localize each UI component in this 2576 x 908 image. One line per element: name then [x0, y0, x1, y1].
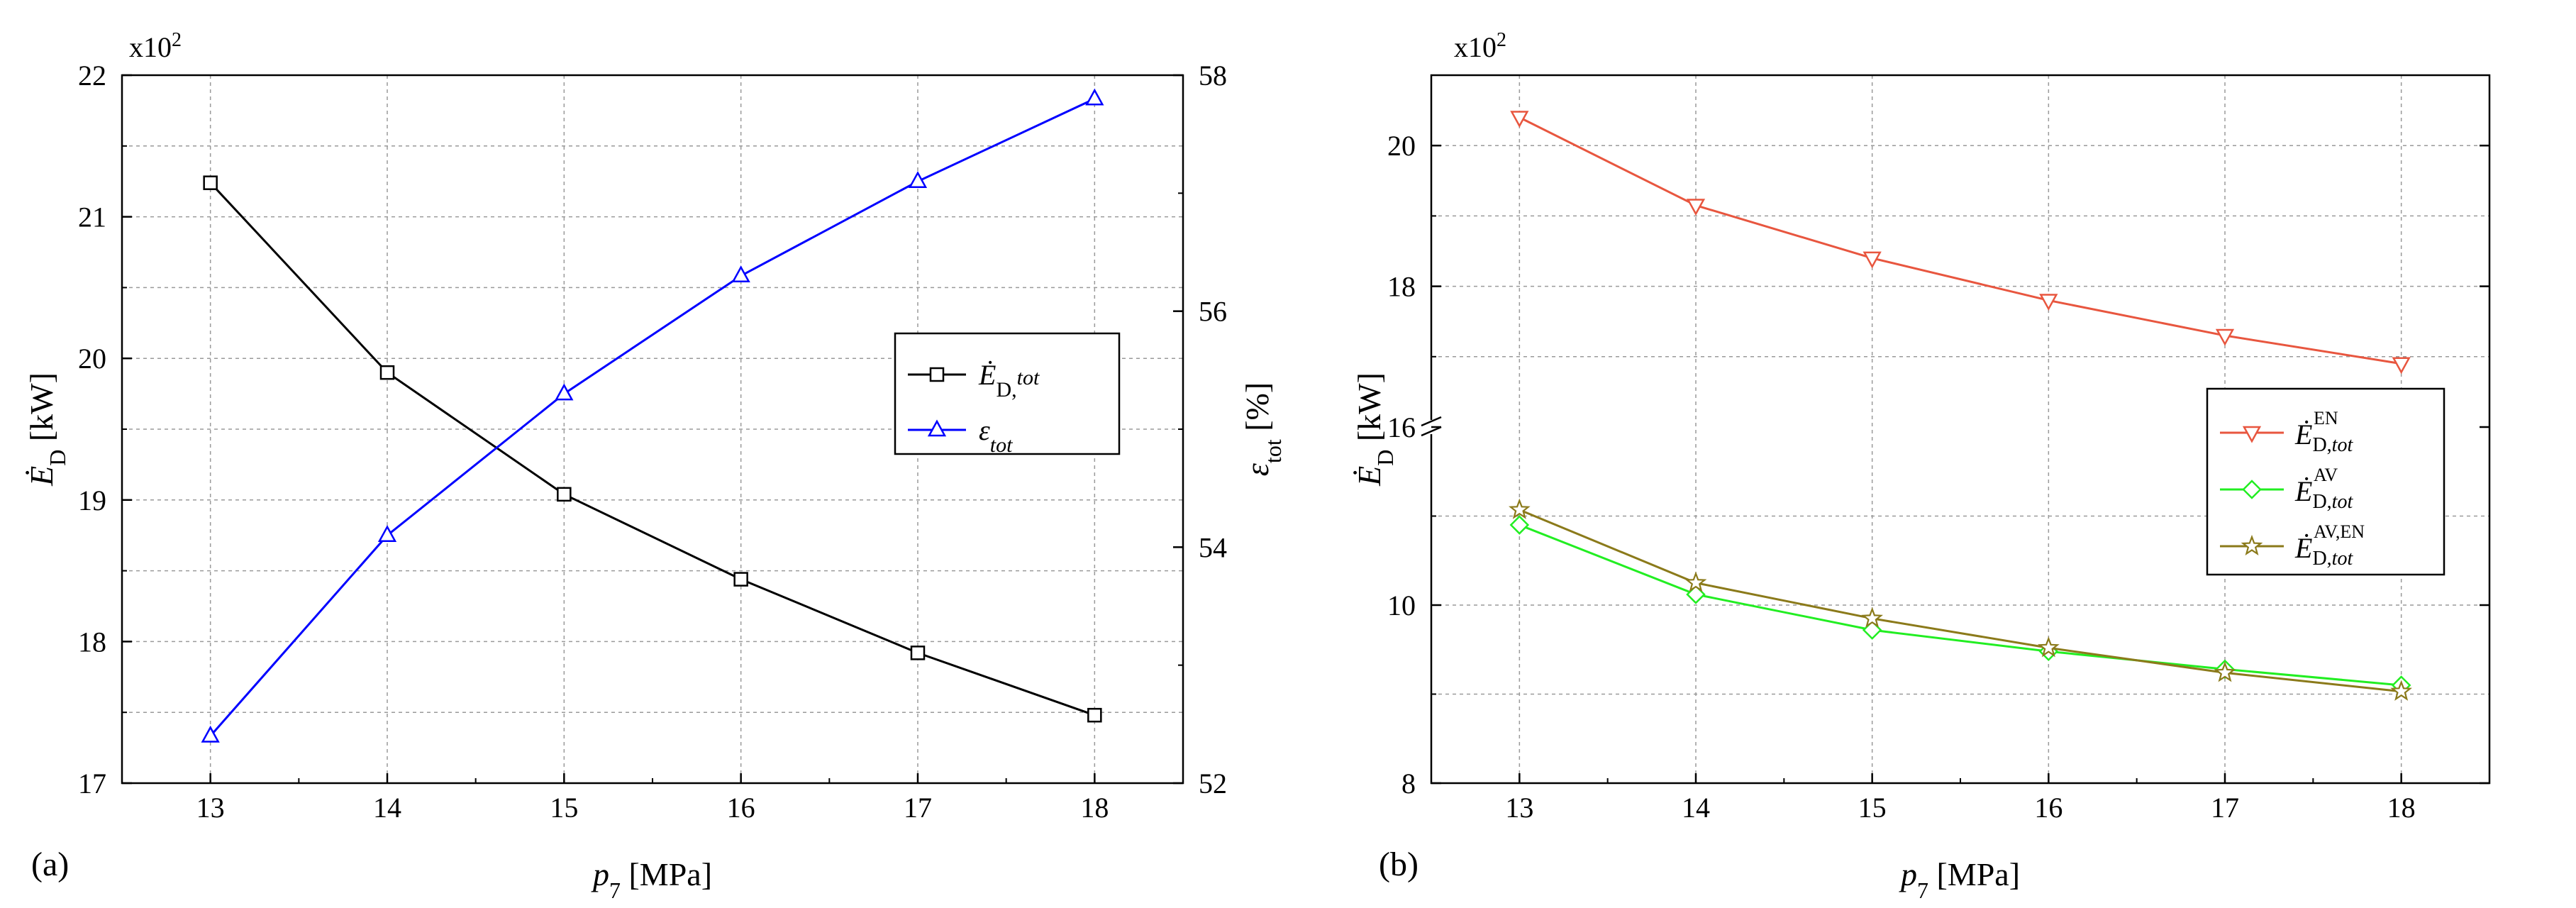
x-tick-label: 18 — [1080, 792, 1109, 824]
axis-break-mark — [1421, 426, 1442, 437]
legend-marker — [929, 367, 945, 382]
data-point-0-0 — [1510, 111, 1529, 128]
y-tick-label: 20 — [1387, 130, 1416, 162]
data-point-0-0 — [203, 175, 218, 190]
x-tick-label: 16 — [727, 792, 755, 824]
legend-label: ĖD,tot — [2294, 419, 2353, 456]
legend-marker — [927, 419, 947, 437]
y2-tick-label: 58 — [1199, 60, 1227, 92]
data-point-1-0 — [1509, 515, 1530, 535]
data-point-2-3 — [2038, 636, 2060, 658]
chart-a: 13 14 15 16 17 18 17 18 19 20 21 22 52 54 56 58 x102 p7 [… — [23, 29, 1286, 904]
legend-label: ĖD,tot — [2294, 475, 2353, 513]
x-tick-label: 15 — [1858, 792, 1887, 824]
y-tick-label: 16 — [1387, 411, 1416, 443]
x-tick-label: 17 — [904, 792, 932, 824]
data-point-1-2 — [555, 383, 574, 401]
panel-label: (a) — [31, 846, 69, 883]
data-point-1-2 — [1862, 620, 1882, 640]
legend-marker — [2242, 426, 2262, 443]
x-axis-label: p7 [MPa] — [591, 856, 712, 903]
data-point-0-3 — [2039, 294, 2058, 311]
y-axis-label: ĖD [kW] — [1351, 372, 1398, 487]
series-line-1 — [1519, 524, 2402, 687]
data-point-0-4 — [910, 646, 926, 660]
y2-tick-label: 54 — [1199, 531, 1227, 563]
data-point-1-1 — [1686, 585, 1706, 604]
legend-label: ĖD,tot — [2294, 532, 2353, 570]
y-tick-label: 20 — [78, 343, 106, 375]
legend-superscript: AV — [2314, 465, 2338, 485]
legend-marker — [2242, 480, 2262, 499]
y-tick-label: 22 — [78, 60, 106, 92]
y-tick-label: 18 — [1387, 271, 1416, 303]
data-point-0-4 — [2215, 328, 2235, 346]
x-tick-label: 13 — [196, 792, 225, 824]
x-tick-label: 18 — [2387, 792, 2416, 824]
x-tick-label: 13 — [1505, 792, 1533, 824]
data-point-0-5 — [1087, 707, 1102, 723]
legend-superscript: AV,EN — [2314, 521, 2365, 542]
axis-break-mark — [1421, 416, 1442, 427]
series-line-0 — [209, 182, 1095, 716]
y-tick-label: 10 — [1387, 589, 1416, 621]
data-point-2-5 — [2390, 680, 2412, 701]
axis-multiplier: x102 — [1454, 29, 1506, 64]
y-tick-label: 18 — [78, 626, 106, 658]
data-point-0-1 — [379, 365, 395, 380]
legend-label: ĖD,tot — [978, 359, 1040, 402]
panel-label: (b) — [1379, 846, 1419, 883]
chart-b: 13 14 15 16 17 18 16 18 20 8 10 x102 p7 [MPa] ĖD [kW]… — [1351, 29, 2491, 903]
y-tick-label: 21 — [78, 201, 106, 233]
data-point-1-4 — [908, 171, 928, 188]
y-tick-label: 17 — [78, 768, 106, 799]
y2-tick-label: 56 — [1199, 296, 1227, 328]
data-point-1-5 — [1085, 88, 1104, 106]
axis-multiplier: x102 — [129, 29, 182, 64]
legend-superscript: EN — [2314, 408, 2338, 428]
data-point-0-2 — [1862, 251, 1882, 269]
series-line-0 — [1519, 116, 2402, 365]
data-point-0-5 — [2392, 357, 2411, 375]
y2-axis-label: εtot [%] — [1239, 382, 1286, 476]
series-line-1 — [209, 97, 1095, 737]
y-axis-label: ĖD [kW] — [23, 372, 70, 487]
y-tick-label: 19 — [78, 485, 106, 516]
series-line-2 — [1519, 509, 2402, 693]
data-point-2-0 — [1509, 498, 1531, 519]
x-tick-label: 16 — [2034, 792, 2063, 824]
x-axis-label: p7 [MPa] — [1899, 856, 2020, 903]
data-point-0-3 — [733, 572, 748, 587]
data-point-1-3 — [731, 265, 750, 283]
legend-marker — [2241, 534, 2263, 556]
x-tick-label: 14 — [1682, 792, 1710, 824]
data-point-0-1 — [1686, 199, 1706, 216]
legend-label: εtot — [979, 414, 1013, 457]
data-point-2-2 — [1861, 607, 1883, 628]
data-point-2-4 — [2214, 661, 2236, 682]
x-tick-label: 17 — [2211, 792, 2239, 824]
x-tick-label: 15 — [550, 792, 578, 824]
data-point-0-2 — [557, 487, 572, 502]
y-tick-label: 8 — [1401, 768, 1416, 799]
y2-tick-label: 52 — [1199, 768, 1227, 799]
data-point-2-1 — [1684, 571, 1707, 592]
data-point-1-0 — [201, 725, 220, 743]
data-point-1-1 — [377, 525, 397, 542]
x-tick-label: 14 — [373, 792, 401, 824]
